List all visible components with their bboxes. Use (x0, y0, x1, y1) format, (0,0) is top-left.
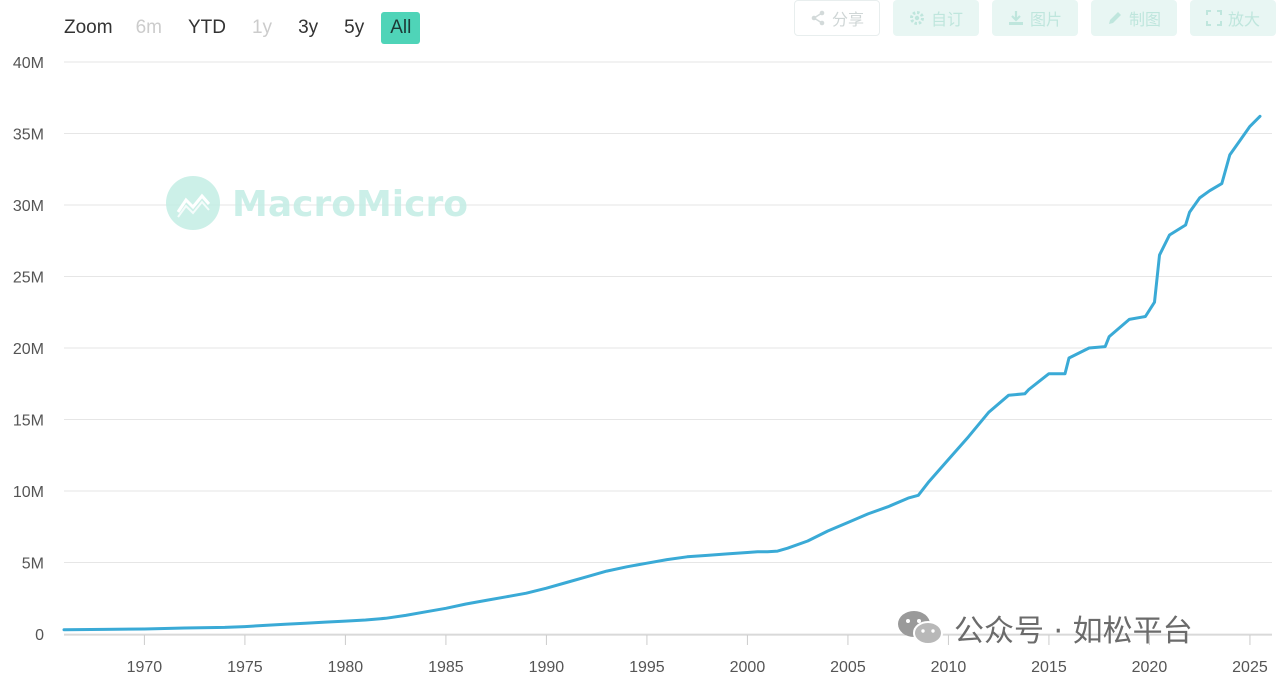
y-tick-label: 10M (13, 484, 44, 501)
zoom-ytd-button[interactable]: YTD (187, 17, 226, 38)
y-tick-label: 25M (13, 270, 44, 287)
wechat-watermark-text: 公众号 · 如松平台 (954, 614, 1193, 649)
zoom-3y-button[interactable]: 3y (298, 17, 319, 38)
wechat-watermark: 公众号 · 如松平台 (896, 606, 1193, 650)
share-icon (811, 10, 825, 26)
pencil-icon (1108, 12, 1121, 24)
zoom-1y-button[interactable]: 1y (251, 17, 273, 38)
x-tick-label: 2015 (1031, 659, 1067, 676)
y-tick-label: 0 (35, 627, 44, 644)
draw-chart-button[interactable]: 制图 (1091, 0, 1177, 36)
zoom-all-button[interactable]: All (381, 12, 421, 44)
x-axis-ticks: 1970 1975 1980 1985 1990 1995 2000 2005 2010 2015… (127, 635, 1268, 676)
draw-chart-label: 制图 (1128, 12, 1161, 29)
macromicro-brand-text: MacroMicro (232, 184, 468, 225)
y-tick-label: 20M (13, 341, 44, 358)
macromicro-watermark: MacroMicro (166, 176, 468, 230)
share-button[interactable]: 分享 (794, 0, 880, 36)
chart-toolbar: 分享 自订 图片 制图 放大 (794, 0, 1276, 36)
zoom-6m-button[interactable]: 6m (135, 17, 162, 38)
x-tick-label: 2020 (1132, 659, 1168, 676)
y-axis-ticks: 0 5M 10M 15M 20M 25M 30M 35M 40M (13, 55, 44, 644)
zoom-bar: Zoom 6m YTD 1y 3y 5y All (64, 12, 428, 44)
y-tick-label: 35M (13, 127, 44, 144)
customize-label: 自订 (930, 12, 963, 29)
y-tick-label: 15M (13, 413, 44, 430)
y-tick-label: 40M (13, 55, 44, 72)
x-tick-label: 1985 (428, 659, 464, 676)
x-tick-label: 1980 (328, 659, 364, 676)
gridlines (64, 61, 1272, 636)
x-tick-label: 2000 (730, 659, 766, 676)
series-line (62, 114, 1262, 632)
x-tick-label: 2005 (830, 659, 866, 676)
share-label: 分享 (831, 12, 864, 29)
macromicro-logo-icon (166, 176, 220, 230)
x-tick-label: 1990 (529, 659, 565, 676)
download-image-label: 图片 (1029, 12, 1062, 29)
fullscreen-label: 放大 (1227, 12, 1260, 29)
y-tick-label: 30M (13, 198, 44, 215)
download-image-button[interactable]: 图片 (992, 0, 1078, 36)
fullscreen-button[interactable]: 放大 (1190, 0, 1276, 36)
zoom-5y-button[interactable]: 5y (344, 17, 365, 38)
x-tick-label: 1995 (629, 659, 665, 676)
x-tick-label: 2025 (1232, 659, 1268, 676)
download-icon (1008, 11, 1023, 25)
customize-button[interactable]: 自订 (893, 0, 979, 36)
wechat-icon (898, 611, 943, 645)
zoom-label: Zoom (64, 17, 113, 38)
x-tick-label: 1970 (127, 659, 163, 676)
fullscreen-icon (1205, 10, 1222, 26)
x-tick-label: 1975 (227, 659, 263, 676)
gear-icon (909, 11, 924, 25)
x-tick-label: 2010 (931, 659, 967, 676)
y-tick-label: 5M (22, 556, 44, 573)
